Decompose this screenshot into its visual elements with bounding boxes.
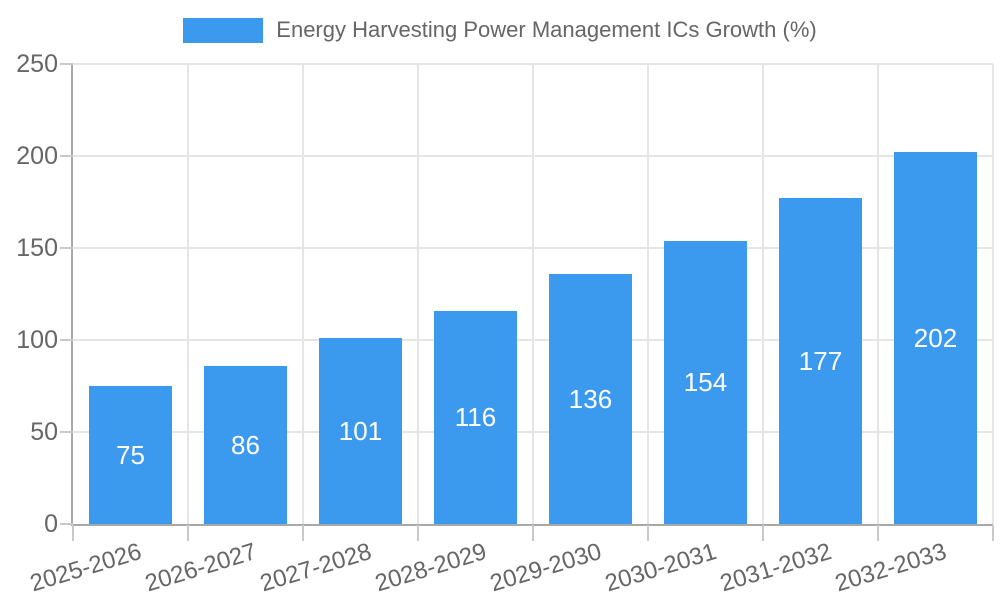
bar: 136: [549, 273, 632, 524]
bar: 177: [779, 198, 862, 524]
x-gridline: [992, 64, 994, 524]
y-axis-tick-label: 250: [16, 50, 58, 78]
x-tick-mark: [992, 525, 994, 541]
bar-value-label: 177: [798, 346, 843, 377]
x-gridline: [532, 64, 534, 524]
y-axis-tick-label: 100: [16, 326, 58, 354]
x-axis-tick-label: 2029-2030: [486, 538, 605, 598]
legend-swatch-icon: [183, 17, 264, 43]
x-axis-tick-label: 2031-2032: [716, 538, 835, 598]
bar: 86: [204, 365, 287, 524]
x-gridline: [417, 64, 419, 524]
x-axis-tick-label: 2027-2028: [256, 538, 375, 598]
y-tick-mark: [60, 431, 73, 433]
x-gridline: [302, 64, 304, 524]
x-tick-mark: [417, 525, 419, 541]
y-axis-tick-label: 150: [16, 234, 58, 262]
bar-value-label: 86: [231, 429, 260, 460]
x-gridline: [187, 64, 189, 524]
x-tick-mark: [647, 525, 649, 541]
y-tick-mark: [60, 523, 73, 525]
y-tick-mark: [60, 247, 73, 249]
x-tick-mark: [72, 525, 74, 541]
x-axis-tick-label: 2025-2026: [26, 538, 145, 598]
y-axis-tick-label: 200: [16, 142, 58, 170]
y-axis-tick-label: 50: [30, 418, 58, 446]
x-axis-tick-label: 2032-2033: [831, 538, 950, 598]
x-tick-mark: [762, 525, 764, 541]
x-tick-mark: [532, 525, 534, 541]
bar: 75: [89, 386, 172, 524]
bar-value-label: 202: [913, 323, 958, 354]
x-axis-tick-label: 2026-2027: [141, 538, 260, 598]
bar: 116: [434, 310, 517, 524]
bar-value-label: 116: [454, 402, 497, 433]
legend-label: Energy Harvesting Power Management ICs G…: [276, 17, 817, 42]
x-gridline: [877, 64, 879, 524]
bar-value-label: 136: [568, 383, 613, 414]
x-tick-mark: [877, 525, 879, 541]
y-tick-mark: [60, 155, 73, 157]
bar-value-label: 154: [683, 367, 728, 398]
bar-value-label: 75: [116, 440, 145, 470]
legend-item[interactable]: Energy Harvesting Power Management ICs G…: [0, 17, 1000, 43]
x-gridline: [762, 64, 764, 524]
x-axis-tick-label: 2030-2031: [601, 538, 720, 598]
bar-value-label: 101: [338, 416, 383, 447]
y-tick-mark: [60, 339, 73, 341]
bar: 202: [894, 152, 977, 524]
x-gridline: [647, 64, 649, 524]
x-axis-tick-label: 2028-2029: [371, 538, 490, 598]
x-tick-mark: [302, 525, 304, 541]
y-tick-mark: [60, 63, 73, 65]
bar: 101: [319, 338, 402, 524]
bar: 154: [664, 240, 747, 524]
plot-area: 75 86 101 116 136 154 177 202: [71, 63, 994, 526]
y-axis-tick-label: 0: [44, 510, 58, 538]
x-tick-mark: [187, 525, 189, 541]
